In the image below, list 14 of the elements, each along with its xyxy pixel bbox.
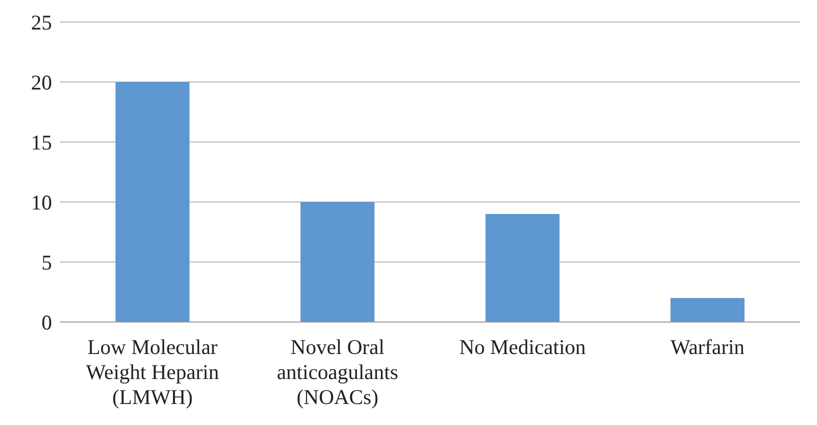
y-tick-label: 20 (31, 70, 52, 94)
y-tick-label: 25 (31, 10, 52, 34)
bar (670, 298, 744, 322)
x-tick-label: Novel Oral anticoagulants (NOACs) (276, 335, 398, 409)
y-tick-label: 0 (42, 310, 52, 334)
x-tick-label: Warfarin (670, 335, 746, 359)
bar (486, 214, 560, 322)
bar (300, 202, 374, 322)
x-tick-label: Low Molecular Weight Heparin (LMWH) (86, 335, 220, 409)
y-tick-label: 10 (31, 190, 52, 214)
bar (116, 82, 190, 322)
y-tick-label: 15 (31, 130, 52, 154)
x-tick-label: No Medication (459, 335, 586, 359)
y-tick-label: 5 (42, 250, 52, 274)
